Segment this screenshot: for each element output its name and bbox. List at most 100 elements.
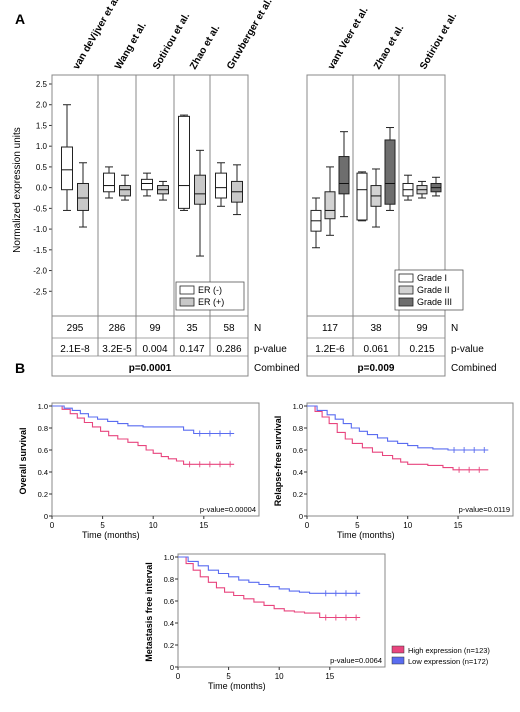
- box: [324, 191, 336, 220]
- km-frame: [306, 402, 514, 517]
- legend-label-low: Low expression (n=172): [408, 657, 489, 666]
- legend-swatch: [179, 285, 195, 295]
- panel-label-b: B: [15, 360, 25, 376]
- legend-label: Grade III: [417, 297, 452, 307]
- km-curve-low: [307, 405, 489, 451]
- y-tick-label: 0.6: [38, 446, 48, 455]
- dataset-pvalue: 1.2E-6: [315, 344, 345, 355]
- legend-swatch: [398, 273, 414, 283]
- box: [384, 139, 396, 205]
- y-tick-label: 0: [170, 663, 174, 672]
- dataset-label: Zhao et al.: [372, 23, 406, 72]
- box: [194, 174, 206, 205]
- km-ylabel: Relapse-free survival: [273, 416, 283, 507]
- y-tick-label: 2.5: [36, 80, 48, 89]
- dataset-label: Sotiriou et al.: [418, 11, 459, 72]
- km-xlabel: Time (months): [208, 681, 266, 691]
- y-tick-label: -2.0: [33, 267, 47, 276]
- legend-swatch: [179, 297, 195, 307]
- y-tick-label: 0.4: [164, 619, 174, 628]
- km-frame: [51, 402, 260, 517]
- box: [103, 172, 115, 193]
- km-curve-high: [178, 556, 361, 619]
- y-tick-label: 0.2: [164, 641, 174, 650]
- chart-layer: 2.5 2.0 1.5 1.0 0.5 0.0 -0.5 -1.0 -1.5 -2.0 -2.5 Np…: [18, 0, 514, 691]
- panel-label-a: A: [15, 11, 25, 27]
- legend-swatch-low: [391, 656, 405, 665]
- km-curve-high: [307, 405, 489, 471]
- y-tick-label: -1.5: [33, 246, 47, 255]
- km-xlabel: Time (months): [337, 530, 395, 540]
- km-xlabel: Time (months): [82, 530, 140, 540]
- dataset-n: 99: [149, 323, 161, 334]
- box: [356, 172, 368, 221]
- y-tick-label: 2.0: [36, 101, 48, 110]
- legend-swatch-high: [391, 645, 405, 654]
- y-tick-label: 0: [44, 512, 48, 521]
- legend-swatch: [398, 285, 414, 295]
- row-label-pvalue: p-value: [451, 344, 484, 355]
- dataset-pvalue: 0.147: [179, 344, 204, 355]
- dataset-label: Gruvberger et al.: [225, 0, 275, 71]
- row-label-n: N: [254, 323, 261, 334]
- combined-pvalue: p=0.0001: [129, 363, 172, 374]
- dataset-n: 99: [416, 323, 428, 334]
- legend-label: ER (+): [198, 297, 224, 307]
- y-tick-label: 1.0: [164, 553, 174, 562]
- x-tick-label: 15: [325, 672, 334, 681]
- y-tick-label: 0.8: [38, 424, 48, 433]
- legend-label: Grade II: [417, 285, 450, 295]
- dataset-n: 117: [322, 323, 338, 334]
- km-curve-high: [52, 405, 235, 465]
- panel-frame: [51, 74, 249, 377]
- y-tick-label: -2.5: [33, 287, 47, 296]
- y-tick-label: 0.4: [293, 468, 303, 477]
- km-curve-low: [52, 405, 235, 435]
- combined-pvalue: p=0.009: [358, 363, 395, 374]
- km-frame: [177, 553, 386, 668]
- x-tick-label: 15: [454, 521, 463, 530]
- row-label-n: N: [451, 323, 458, 334]
- km-ylabel: Metastasis free interval: [144, 562, 154, 662]
- y-tick-label: -1.0: [33, 225, 47, 234]
- legend-label-high: High expression (n=123): [408, 646, 490, 655]
- dataset-n: 38: [370, 323, 382, 334]
- km-pvalue: p-value=0.00004: [200, 505, 256, 514]
- x-tick-label: 10: [149, 521, 158, 530]
- dataset-pvalue: 3.2E-5: [102, 344, 132, 355]
- box: [141, 178, 153, 191]
- dataset-n: 295: [67, 323, 84, 334]
- y-tick-label: 1.0: [293, 402, 303, 411]
- y-tick-label: 0.5: [36, 163, 48, 172]
- dataset-pvalue: 0.004: [142, 344, 167, 355]
- dataset-pvalue: 0.061: [363, 344, 388, 355]
- row-label-combined: Combined: [451, 363, 497, 374]
- x-tick-label: 0: [176, 672, 181, 681]
- legend-swatch: [398, 297, 414, 307]
- dataset-n: 286: [109, 323, 126, 334]
- y-tick-label: 1.5: [36, 121, 48, 130]
- y-tick-label: 0: [299, 512, 303, 521]
- x-tick-label: 10: [275, 672, 284, 681]
- dataset-pvalue: 0.215: [409, 344, 434, 355]
- dataset-n: 58: [223, 323, 235, 334]
- box: [119, 185, 131, 197]
- box: [178, 115, 190, 209]
- dataset-pvalue: 0.286: [216, 344, 241, 355]
- x-tick-label: 0: [50, 521, 55, 530]
- row-label-pvalue: p-value: [254, 344, 287, 355]
- dataset-label: Sotiriou et al.: [151, 11, 192, 72]
- dataset-label: vant Veer et al.: [326, 5, 371, 71]
- y-tick-label: -0.5: [33, 204, 47, 213]
- km-curve-low: [178, 556, 361, 594]
- legend-label: Grade I: [417, 273, 447, 283]
- panel-a-ylabel: Normalized expression units: [12, 127, 23, 253]
- y-tick-label: 1.0: [36, 142, 48, 151]
- x-tick-label: 10: [403, 521, 412, 530]
- y-tick-label: 0.0: [36, 184, 48, 193]
- x-tick-label: 0: [305, 521, 310, 530]
- y-tick-label: 0.8: [164, 575, 174, 584]
- legend-label: ER (-): [198, 285, 222, 295]
- box: [77, 182, 89, 211]
